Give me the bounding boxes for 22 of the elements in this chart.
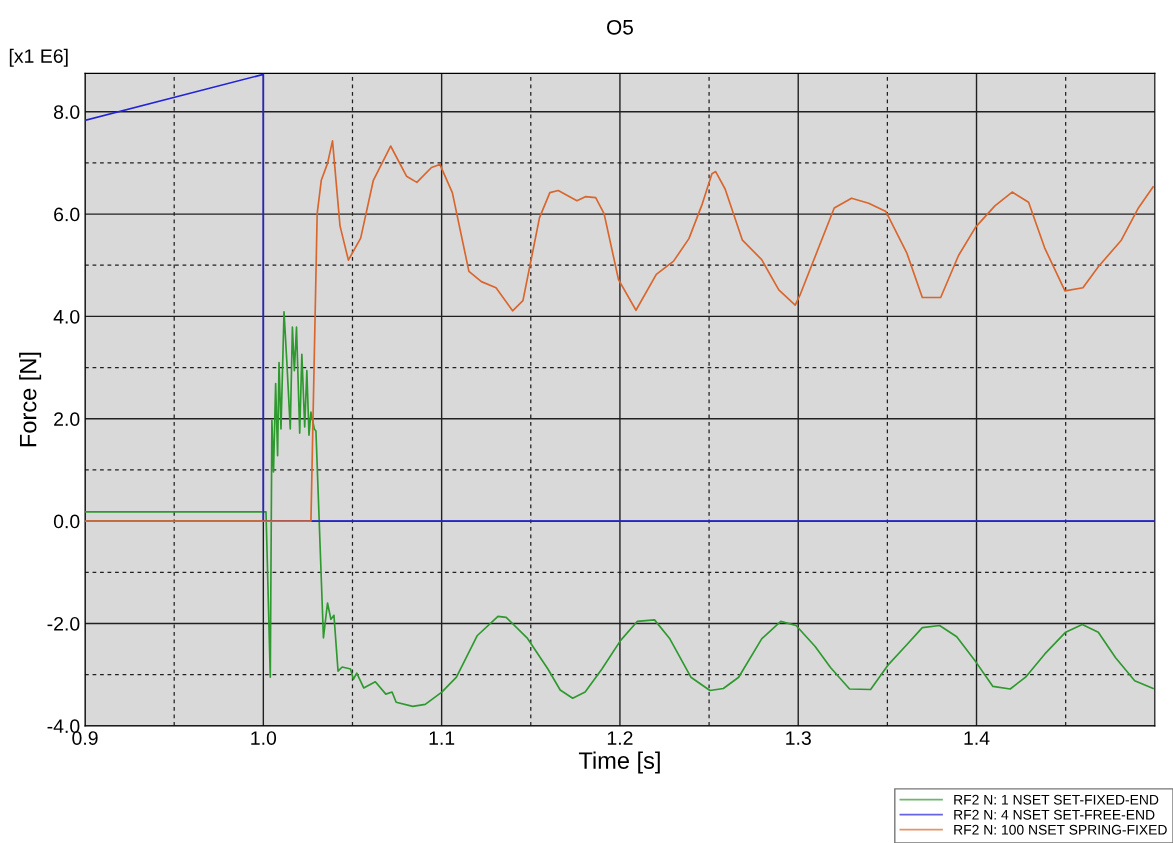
y-tick-label: -2.0 — [47, 616, 80, 631]
y-tick-label: 8.0 — [54, 105, 80, 119]
y-tick-label: 4.0 — [53, 309, 80, 324]
y-tick-label: -4.0 — [47, 719, 80, 734]
y-tick-label: 6.0 — [54, 207, 80, 222]
x-tick-label: 1.2 — [607, 731, 633, 745]
legend-label: RF2 N: 1 NSET SET-FIXED-END — [954, 794, 1159, 805]
line-series — [85, 310, 1154, 708]
x-tick-label: 1.1 — [429, 731, 455, 745]
x-axis-title: Time [s] — [578, 751, 660, 774]
chart-title: O5 — [607, 19, 633, 35]
legend-label: RF2 N: 100 NSET SPRING-FIXED — [954, 824, 1167, 835]
x-tick-label: 1.0 — [251, 731, 277, 745]
x-tick-label: 0.9 — [72, 731, 98, 745]
text: [x1 E6] — [9, 48, 68, 67]
line-series — [85, 140, 1154, 522]
y-tick-label: 2.0 — [54, 412, 80, 427]
x-tick-label: 1.3 — [786, 731, 811, 745]
y-tick-label: 0.0 — [53, 514, 80, 529]
x-tick-label: 1.4 — [964, 731, 990, 745]
y-axis-title: Force [N] — [19, 352, 42, 447]
legend-label: RF2 N: 4 NSET SET-FREE-END — [954, 809, 1155, 820]
